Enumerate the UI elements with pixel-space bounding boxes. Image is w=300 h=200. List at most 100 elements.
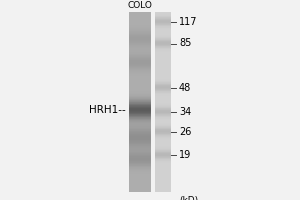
Text: COLO: COLO [128, 1, 152, 10]
Bar [155, 65, 171, 66]
Bar [155, 161, 171, 162]
Bar [155, 154, 171, 155]
Bar [129, 102, 151, 103]
Bar [129, 31, 151, 32]
Bar [129, 16, 151, 17]
Bar [155, 139, 171, 140]
Bar [129, 47, 151, 48]
Bar [129, 103, 151, 104]
Bar [155, 70, 171, 71]
Bar [129, 44, 151, 45]
Bar [129, 26, 151, 27]
Bar [129, 115, 151, 116]
Bar [155, 183, 171, 184]
Bar [155, 58, 171, 59]
Bar [155, 91, 171, 92]
Bar [155, 105, 171, 106]
Bar [155, 90, 171, 91]
Bar [155, 76, 171, 77]
Bar [155, 124, 171, 125]
Bar [129, 124, 151, 125]
Bar [129, 101, 151, 102]
Bar [155, 173, 171, 174]
Bar [155, 119, 171, 120]
Bar [155, 71, 171, 72]
Bar [129, 145, 151, 146]
Bar [155, 43, 171, 44]
Bar [129, 150, 151, 151]
Bar [155, 18, 171, 19]
Bar [155, 62, 171, 63]
Bar [155, 97, 171, 98]
Bar [129, 83, 151, 84]
Bar [155, 189, 171, 190]
Bar [129, 164, 151, 165]
Bar [155, 44, 171, 45]
Bar [155, 145, 171, 146]
Bar [129, 182, 151, 183]
Bar [155, 59, 171, 60]
Bar [129, 175, 151, 176]
Bar [155, 143, 171, 144]
Bar [155, 147, 171, 148]
Bar [155, 188, 171, 189]
Bar [129, 96, 151, 97]
Bar [129, 20, 151, 21]
Bar [129, 121, 151, 122]
Bar [155, 96, 171, 97]
Bar [129, 52, 151, 53]
Bar [155, 88, 171, 89]
Bar [155, 93, 171, 94]
Bar [155, 17, 171, 18]
Bar [129, 62, 151, 63]
Bar [129, 173, 151, 174]
Bar [155, 186, 171, 187]
Bar [129, 87, 151, 88]
Bar [129, 187, 151, 188]
Bar [129, 133, 151, 134]
Bar [155, 50, 171, 51]
Bar [155, 72, 171, 73]
Bar [155, 166, 171, 167]
Bar [155, 111, 171, 112]
Bar [155, 177, 171, 178]
Bar [129, 111, 151, 112]
Bar [155, 27, 171, 28]
Bar [155, 78, 171, 79]
Bar [155, 29, 171, 30]
Bar [155, 61, 171, 62]
Bar [155, 46, 171, 47]
Bar [155, 121, 171, 122]
Bar [155, 47, 171, 48]
Bar [155, 131, 171, 132]
Bar [129, 110, 151, 111]
Bar [155, 171, 171, 172]
Bar [129, 72, 151, 73]
Bar [129, 154, 151, 155]
Bar [155, 132, 171, 133]
Bar [129, 22, 151, 23]
Bar [155, 51, 171, 52]
Bar [129, 108, 151, 109]
Bar [155, 128, 171, 129]
Bar [129, 23, 151, 24]
Bar [129, 127, 151, 128]
Bar [129, 19, 151, 20]
Bar [129, 54, 151, 55]
Bar [129, 28, 151, 29]
Bar [129, 48, 151, 49]
Bar [155, 127, 171, 128]
Bar [129, 89, 151, 90]
Bar [129, 160, 151, 161]
Bar [129, 63, 151, 64]
Bar [129, 51, 151, 52]
Bar [129, 104, 151, 105]
Bar [155, 69, 171, 70]
Bar [155, 164, 171, 165]
Bar [129, 165, 151, 166]
Bar [129, 120, 151, 121]
Bar [155, 89, 171, 90]
Bar [129, 39, 151, 40]
Bar [155, 85, 171, 86]
Bar [155, 134, 171, 135]
